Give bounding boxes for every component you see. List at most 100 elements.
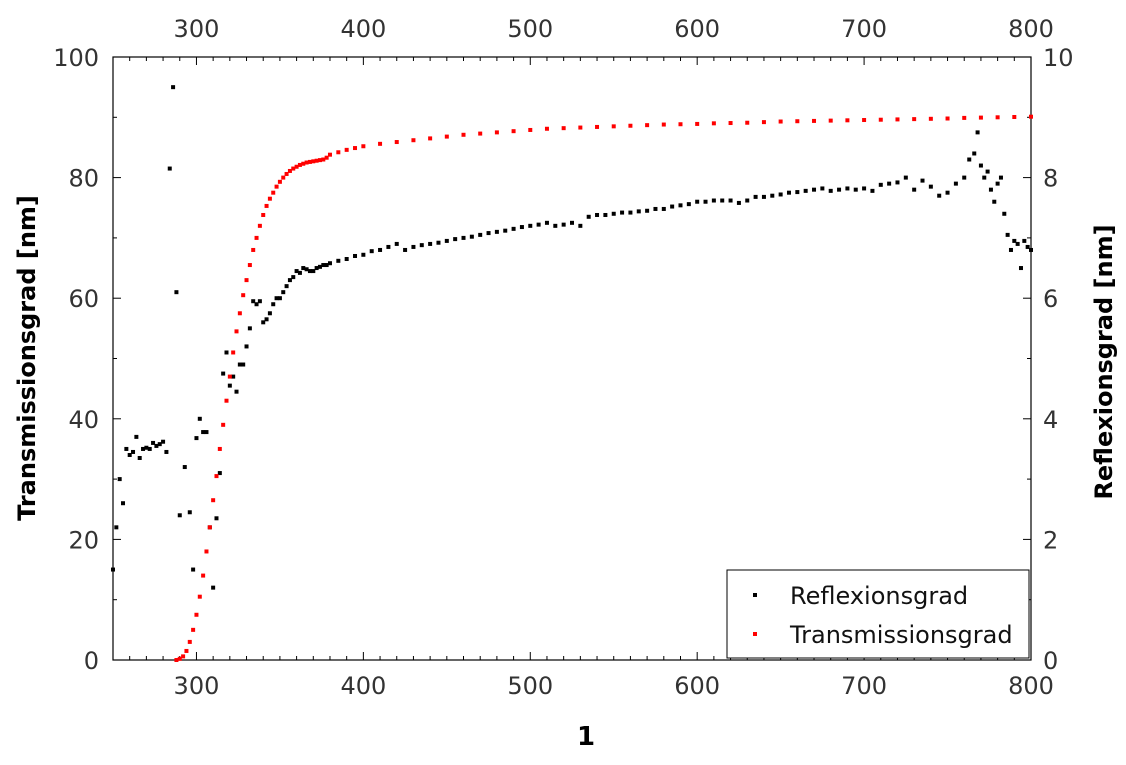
transmission-point: [595, 124, 600, 129]
transmission-point: [181, 654, 186, 659]
transmission-point: [214, 474, 219, 479]
legend-marker-transmission: [753, 632, 757, 636]
reflexion-point: [297, 270, 302, 275]
reflexion-point: [151, 440, 156, 445]
reflexion-point: [920, 178, 925, 183]
reflexion-point: [670, 204, 675, 209]
reflexion-point: [828, 188, 833, 193]
reflexion-point: [553, 223, 558, 228]
reflexion-point: [561, 222, 566, 227]
reflexion-point: [114, 525, 119, 530]
reflexion-point: [620, 210, 625, 215]
reflexion-point: [544, 220, 549, 225]
reflexion-point: [503, 228, 508, 233]
reflexion-point: [795, 190, 800, 195]
reflexion-point: [1002, 211, 1007, 216]
reflexion-point: [982, 175, 987, 180]
transmission-point: [745, 120, 750, 125]
reflexion-point: [182, 465, 187, 470]
reflexion-point: [117, 477, 122, 482]
transmission-point: [221, 422, 226, 427]
left-y-axis-label: Transmissionsgrad [nm]: [13, 195, 41, 521]
transmission-point: [394, 140, 399, 145]
x-top-tick-label: 300: [174, 15, 220, 43]
reflexion-point: [174, 290, 179, 295]
transmission-point: [217, 446, 222, 451]
reflexion-point: [728, 198, 733, 203]
reflexion-point: [294, 269, 299, 274]
transmission-point: [561, 126, 566, 131]
y-left-tick-label: 80: [68, 165, 99, 193]
reflexion-point: [307, 269, 312, 274]
transmission-point: [1012, 114, 1017, 119]
reflexion-point: [703, 199, 708, 204]
reflexion-point: [436, 240, 441, 245]
transmission-point: [645, 123, 650, 128]
transmission-point: [247, 263, 252, 268]
reflexion-point: [281, 290, 286, 295]
reflexion-point: [314, 266, 319, 271]
y-right-tick-label: 4: [1043, 406, 1058, 434]
reflexion-point: [570, 220, 574, 225]
reflexion-point: [197, 416, 202, 421]
reflexion-point: [237, 362, 242, 367]
reflexion-point: [124, 446, 129, 451]
x-top-tick-label: 800: [1008, 15, 1054, 43]
transmission-point: [778, 119, 783, 124]
transmission-point: [174, 658, 179, 662]
reflexion-point: [887, 181, 892, 186]
reflexion-point: [204, 430, 209, 435]
reflexion-point: [736, 200, 741, 205]
reflexion-point: [895, 180, 900, 185]
reflexion-point: [972, 151, 977, 156]
transmission-point: [361, 144, 366, 149]
axis-ticks: [112, 56, 1032, 661]
x-top-tick-label: 400: [340, 15, 386, 43]
reflexion-point: [336, 258, 341, 263]
x-top-tick-label: 700: [841, 15, 887, 43]
transmission-point: [201, 573, 206, 578]
transmission-point: [978, 115, 983, 120]
transmission-point: [231, 350, 236, 355]
reflexion-point: [611, 211, 616, 216]
y-right-tick-label: 8: [1043, 165, 1058, 193]
reflexion-point: [304, 267, 309, 272]
reflexion-point: [378, 247, 383, 252]
transmission-point: [294, 164, 299, 169]
transmission-point: [184, 648, 189, 653]
reflexion-point: [528, 223, 533, 228]
reflexion-point: [770, 193, 775, 198]
x-tick-label: 700: [841, 672, 887, 700]
reflexion-point: [469, 234, 474, 239]
reflexion-point: [224, 350, 229, 355]
reflexion-point: [428, 241, 433, 246]
reflexion-point: [878, 182, 883, 187]
legend-label-transmission: Transmissionsgrad: [789, 621, 1013, 649]
x-tick-label: 800: [1008, 672, 1054, 700]
transmission-point: [284, 171, 289, 176]
reflexion-point: [1015, 241, 1020, 246]
reflexion-point: [628, 210, 633, 215]
transmission-point: [277, 179, 282, 184]
x-tick-label: 400: [340, 672, 386, 700]
transmission-point: [845, 118, 850, 123]
transmission-point: [301, 161, 306, 166]
reflexion-point: [211, 585, 216, 590]
transmission-point: [728, 121, 733, 126]
reflexion-point: [995, 181, 1000, 186]
reflexion-point: [511, 226, 516, 231]
reflexion-point: [257, 299, 262, 304]
reflexion-point: [975, 130, 980, 135]
transmission-point: [191, 627, 196, 632]
reflexion-point: [394, 241, 399, 246]
reflexion-point: [645, 208, 650, 213]
transmission-point: [828, 118, 833, 123]
transmission-point: [307, 159, 312, 164]
legend-label-reflexion: Reflexionsgrad: [790, 582, 968, 610]
transmission-point: [211, 498, 216, 503]
reflexion-point: [131, 449, 136, 454]
reflexion-point: [291, 275, 296, 280]
reflexion-point: [1029, 247, 1033, 252]
transmission-point: [928, 116, 933, 121]
reflexion-point: [803, 188, 808, 193]
